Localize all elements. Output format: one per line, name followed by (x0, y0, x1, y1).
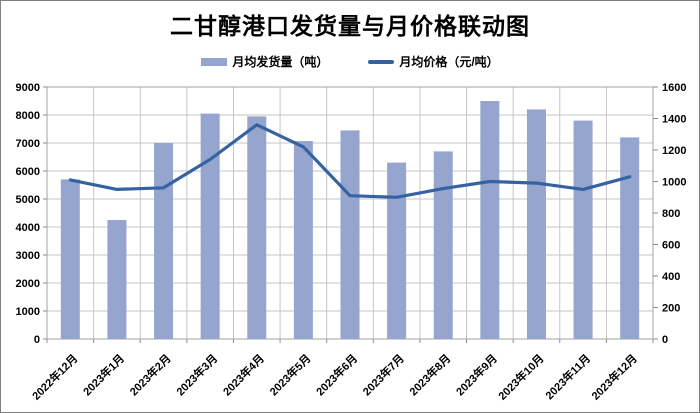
x-axis-label: 2023年5月 (266, 351, 313, 398)
line-series-swatch-icon (368, 59, 395, 64)
x-axis-label: 2023年2月 (127, 351, 174, 398)
bar-2023年7月 (387, 162, 407, 339)
right-axis-label: 1200 (662, 145, 686, 157)
left-axis-label: 4000 (16, 222, 40, 234)
left-axis-label: 1000 (16, 306, 40, 318)
right-axis-label: 1600 (662, 82, 686, 94)
legend-item-price: 月均价格（元/吨） (368, 53, 499, 70)
left-axis-label: 3000 (16, 250, 40, 262)
right-axis-label: 400 (662, 271, 680, 283)
chart-title: 二甘醇港口发货量与月价格联动图 (170, 14, 530, 39)
right-axis-label: 600 (662, 240, 680, 252)
x-axis-label: 2023年8月 (406, 351, 453, 398)
legend-label-price: 月均价格（元/吨） (399, 55, 499, 69)
left-axis-label: 7000 (16, 138, 40, 150)
bar-2023年4月 (247, 116, 267, 340)
right-axis-label: 1000 (662, 177, 686, 189)
x-axis-label: 2023年12月 (588, 351, 639, 402)
bar-2023年3月 (200, 113, 220, 339)
bar-2023年11月 (573, 120, 593, 339)
bar-2023年12月 (620, 137, 640, 339)
left-axis-label: 9000 (16, 82, 40, 94)
legend-label-volume: 月均发货量（吨） (232, 55, 329, 69)
left-axis-label: 8000 (16, 110, 40, 122)
right-axis-label: 800 (662, 208, 680, 220)
x-axis-label: 2023年6月 (313, 351, 360, 398)
x-axis-label: 2023年3月 (173, 351, 220, 398)
bar-2023年9月 (480, 101, 500, 339)
bar-2023年10月 (526, 109, 546, 340)
left-axis-label: 5000 (16, 194, 40, 206)
bar-2023年1月 (107, 220, 127, 339)
right-axis-label: 200 (662, 303, 680, 315)
bar-2023年2月 (154, 143, 174, 339)
x-axis-label: 2023年9月 (453, 351, 500, 398)
x-axis-label: 2023年1月 (80, 351, 127, 398)
left-axis-label: 2000 (16, 278, 40, 290)
bar-2023年5月 (293, 141, 313, 339)
left-axis-label: 0 (34, 334, 40, 346)
right-axis-label: 0 (662, 334, 668, 346)
bar-2023年6月 (340, 130, 360, 339)
x-axis-label: 2023年10月 (495, 351, 546, 402)
x-axis-label: 2023年7月 (360, 351, 407, 398)
legend-item-volume: 月均发货量（吨） (201, 53, 328, 70)
x-axis-label: 2023年4月 (220, 351, 267, 398)
x-axis-label: 2023年11月 (542, 351, 593, 402)
right-axis-label: 1400 (662, 114, 686, 126)
bar-2023年8月 (433, 151, 453, 339)
bar-series-swatch-icon (201, 57, 228, 66)
x-axis-label: 2022年12月 (29, 351, 80, 402)
price-line (68, 123, 632, 199)
bar-2022年12月 (60, 179, 80, 339)
legend: 月均发货量（吨） 月均价格（元/吨） (1, 53, 699, 70)
left-axis-label: 6000 (16, 166, 40, 178)
